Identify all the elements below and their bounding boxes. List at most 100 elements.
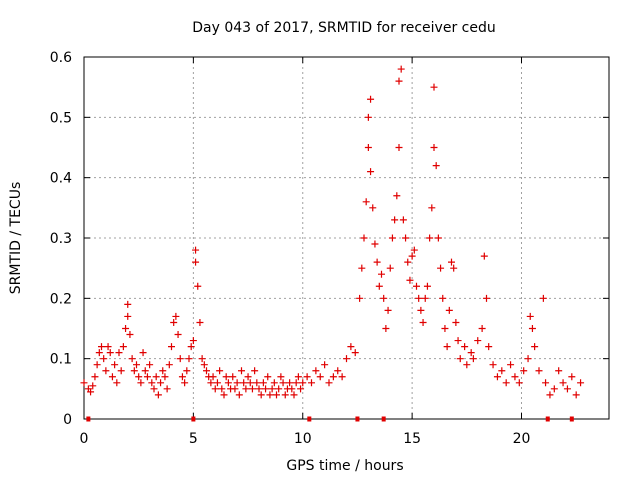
data-point	[391, 216, 399, 224]
data-point	[220, 391, 228, 399]
y-tick-label: 0.1	[50, 352, 72, 368]
data-point	[439, 294, 447, 302]
data-point	[222, 373, 230, 381]
data-point	[159, 367, 167, 375]
data-point	[192, 258, 200, 266]
data-point	[443, 343, 451, 351]
data-point	[294, 373, 302, 381]
data-point	[461, 343, 469, 351]
data-point	[404, 258, 412, 266]
data-point	[550, 385, 558, 393]
data-point	[218, 385, 226, 393]
data-point	[531, 343, 539, 351]
data-point	[480, 252, 488, 260]
baseline-marker	[355, 416, 360, 422]
data-point	[434, 234, 442, 242]
data-point	[113, 379, 121, 387]
data-point	[555, 367, 563, 375]
grid-lines	[84, 57, 609, 419]
data-point	[157, 379, 165, 387]
data-point	[375, 282, 383, 290]
data-point	[224, 379, 232, 387]
data-point	[312, 367, 320, 375]
data-point	[454, 337, 462, 345]
data-point	[192, 246, 200, 254]
data-point	[154, 391, 162, 399]
data-point	[559, 379, 567, 387]
data-point	[417, 306, 425, 314]
data-point	[161, 373, 169, 381]
data-point	[126, 331, 134, 339]
data-point	[456, 355, 464, 363]
data-point	[397, 65, 405, 73]
data-point	[277, 373, 285, 381]
data-point	[308, 379, 315, 387]
data-point	[80, 379, 88, 387]
data-point	[203, 367, 210, 375]
data-point	[441, 325, 449, 332]
data-point	[100, 355, 108, 363]
baseline-markers	[86, 416, 574, 422]
data-point	[448, 258, 455, 266]
data-point	[183, 367, 191, 375]
data-point	[380, 294, 388, 302]
data-point	[316, 373, 324, 381]
data-point	[248, 385, 256, 393]
data-point	[415, 294, 423, 302]
data-point	[251, 367, 259, 375]
data-point	[178, 373, 186, 381]
data-point	[299, 379, 307, 387]
data-point	[367, 168, 375, 176]
data-point	[176, 355, 184, 363]
data-point	[279, 379, 287, 387]
data-point	[273, 391, 280, 399]
data-point	[235, 391, 243, 399]
data-point	[268, 385, 276, 393]
data-point	[266, 391, 274, 399]
data-point	[297, 385, 305, 393]
chart-title: Day 043 of 2017, SRMTID for receiver ced…	[192, 20, 495, 36]
data-point	[290, 391, 298, 399]
data-point	[281, 391, 289, 399]
data-point	[445, 306, 453, 314]
data-point	[91, 373, 99, 381]
baseline-marker	[191, 416, 196, 422]
x-tick-label: 0	[80, 431, 89, 447]
data-point	[343, 355, 350, 363]
y-tick-label: 0	[63, 412, 72, 428]
data-point	[168, 343, 175, 351]
data-point	[246, 379, 254, 387]
data-point	[430, 83, 438, 91]
data-point	[170, 318, 178, 326]
data-point	[174, 331, 182, 339]
data-point	[371, 240, 379, 248]
data-point	[130, 367, 138, 375]
data-point	[115, 349, 123, 357]
data-point	[419, 318, 427, 326]
data-point	[378, 270, 385, 278]
y-axis-label: SRMTID / TECUs	[8, 182, 24, 295]
data-point	[211, 385, 219, 393]
data-point	[577, 379, 585, 387]
data-point	[216, 367, 224, 375]
data-point	[152, 373, 160, 381]
data-point	[423, 282, 431, 290]
data-point	[196, 318, 204, 326]
x-tick-label: 20	[513, 431, 531, 447]
data-point	[329, 373, 337, 381]
data-point	[568, 373, 576, 381]
x-tick-label: 10	[294, 431, 312, 447]
data-point	[146, 361, 154, 369]
baseline-marker	[569, 416, 574, 422]
data-point	[238, 367, 245, 375]
data-point	[526, 312, 534, 320]
data-point	[463, 361, 471, 369]
data-point	[122, 325, 130, 332]
data-point	[520, 367, 528, 375]
data-point	[369, 204, 377, 212]
data-point	[98, 343, 105, 351]
data-point	[432, 162, 440, 170]
data-point	[382, 325, 390, 332]
data-point	[515, 379, 523, 387]
